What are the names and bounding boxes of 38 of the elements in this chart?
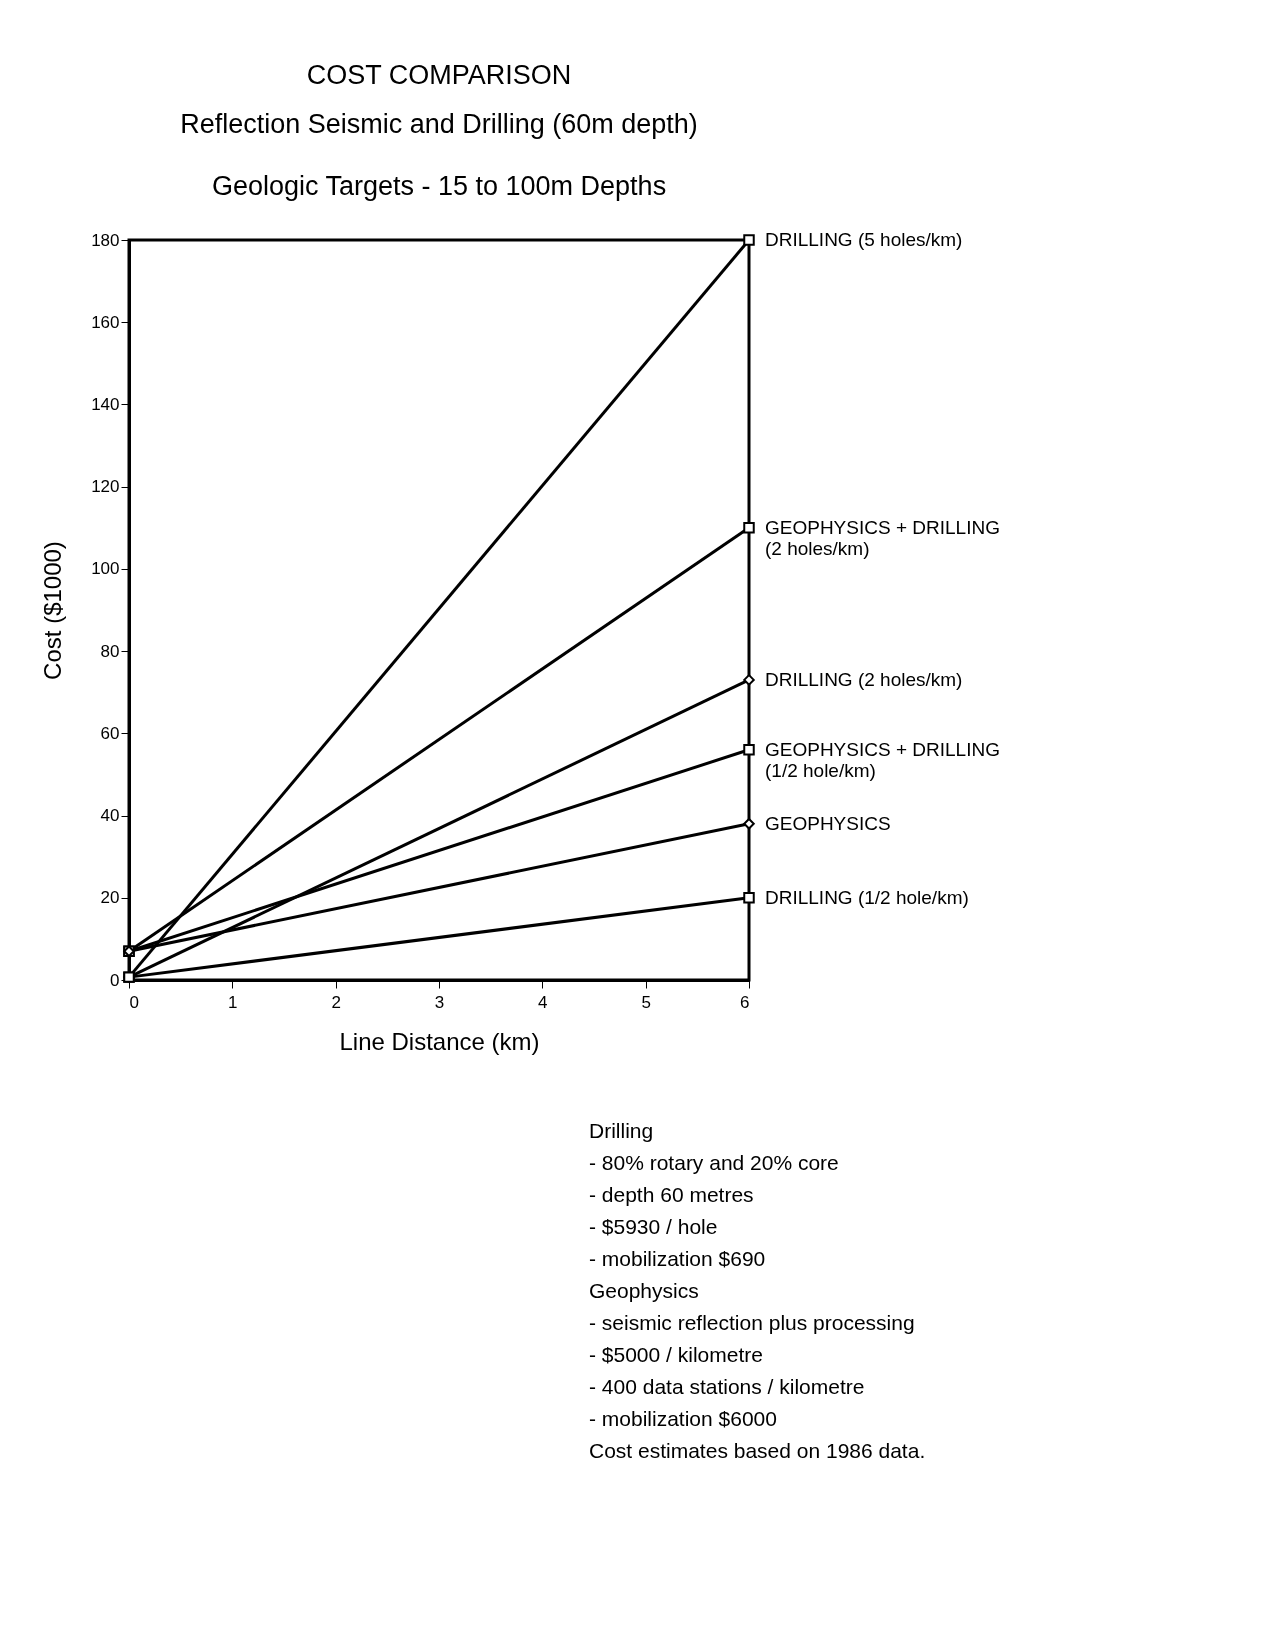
series-label: GEOPHYSICS [765, 812, 891, 834]
text: - mobilization $690 [589, 1247, 766, 1270]
x-tick-label: 0 [129, 992, 139, 1012]
x-tick-label: 2 [331, 992, 341, 1012]
x-tick-label: 4 [538, 992, 548, 1012]
series-label: DRILLING (2 holes/km) [765, 668, 963, 690]
text: Geophysics [589, 1279, 699, 1302]
y-tick-label: 20 [100, 888, 120, 908]
text: - $5930 / hole [589, 1215, 718, 1238]
y-tick-label: 160 [91, 312, 120, 332]
x-tick-label: 5 [641, 992, 651, 1012]
y-tick-label: 40 [100, 806, 120, 826]
text: - depth 60 metres [589, 1183, 754, 1206]
y-tick-label: 60 [100, 723, 120, 743]
chart-subtitle: Reflection Seismic and Drilling (60m depth) Geologic Targets - 15 to 100m Depths [180, 109, 698, 201]
text: - mobilization $6000 [589, 1407, 777, 1430]
chart-title: COST COMPARISON [306, 60, 572, 90]
text: - $5000 / kilometre [589, 1343, 763, 1366]
y-tick-label: 140 [91, 394, 120, 414]
text: - seismic reflection plus processing [589, 1311, 915, 1334]
text: Cost estimates based on 1986 data. [589, 1439, 926, 1462]
series-label: GEOPHYSICS + DRILLING (1/2 hole/km) [765, 738, 1000, 781]
text: Drilling [589, 1119, 654, 1142]
x-axis-title: Line Distance (km) [339, 1027, 540, 1055]
x-tick-label: 6 [740, 992, 750, 1012]
x-tick-label: 3 [434, 992, 445, 1012]
series-label: DRILLING (1/2 hole/km) [765, 886, 969, 908]
y-tick-label: 180 [91, 230, 120, 250]
series-label: DRILLING (5 holes/km) [765, 229, 963, 250]
x-tick-label: 1 [228, 992, 238, 1012]
y-axis-title: Cost ($1000) [39, 541, 67, 680]
y-tick-label: 0 [110, 970, 120, 990]
text: - 400 data stations / kilometre [589, 1375, 865, 1398]
series-label: GEOPHYSICS + DRILLING (2 holes/km) [765, 516, 1000, 559]
y-tick-label: 120 [91, 477, 120, 497]
y-tick-label: 80 [100, 641, 120, 661]
y-tick-label: 100 [91, 559, 120, 579]
text: - 80% rotary and 20% core [589, 1151, 839, 1174]
